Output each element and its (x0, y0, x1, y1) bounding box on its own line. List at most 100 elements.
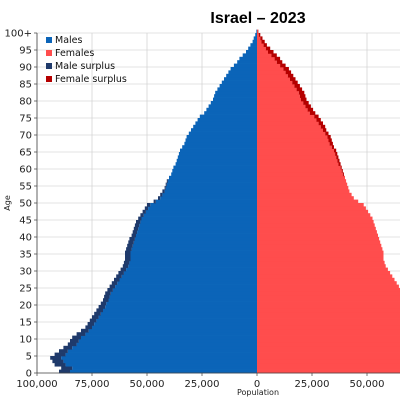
male-surplus-bar (52, 359, 64, 364)
male-bar (100, 311, 257, 316)
female-bar (257, 277, 395, 282)
male-bar (115, 284, 257, 289)
female-surplus-bar (280, 63, 286, 68)
female-bar (257, 107, 308, 112)
female-bar (257, 43, 264, 47)
female-bar (257, 155, 337, 160)
female-bar (257, 257, 384, 262)
male-bar (110, 291, 257, 296)
x-tick-label: 100,000 (16, 379, 57, 390)
male-bar (81, 335, 257, 340)
female-surplus-bar (303, 101, 309, 105)
male-bar (145, 209, 257, 214)
legend-label: Female surplus (55, 74, 127, 85)
male-bar (63, 359, 258, 364)
female-bar (257, 33, 259, 37)
female-bar (257, 67, 284, 71)
female-bar (257, 209, 369, 214)
male-bar (98, 315, 257, 319)
female-bar (257, 97, 301, 102)
male-surplus-bar (87, 322, 95, 326)
y-tick-label: 100+ (5, 29, 32, 40)
y-tick-label: 45 (19, 216, 32, 227)
female-bar (257, 148, 334, 153)
male-bar (255, 33, 257, 37)
male-bar (185, 138, 257, 143)
male-surplus-bar (133, 226, 139, 231)
male-bar (133, 240, 257, 245)
male-bar (121, 274, 257, 279)
female-bar (257, 182, 348, 187)
male-bar (136, 233, 257, 238)
male-bar (180, 148, 257, 153)
male-surplus-bar (50, 356, 62, 360)
female-surplus-bar (283, 67, 289, 71)
male-bar (252, 39, 257, 44)
male-surplus-bar (129, 237, 135, 241)
male-bar (171, 172, 257, 177)
male-surplus-bar (61, 366, 73, 370)
male-bar (210, 101, 257, 105)
female-bar (257, 281, 397, 285)
male-bar (76, 342, 257, 347)
male-bar (130, 250, 257, 255)
male-bar (172, 169, 257, 173)
male-surplus-bar (128, 240, 134, 245)
y-tick-label: 40 (19, 233, 32, 244)
female-bar (257, 80, 293, 85)
female-surplus-bar (271, 53, 277, 58)
legend-label: Male surplus (55, 61, 115, 72)
male-bar (199, 114, 257, 119)
male-bar (132, 243, 257, 248)
male-bar (139, 223, 257, 228)
female-bar (257, 237, 380, 241)
male-bar (215, 90, 257, 95)
male-bar (256, 29, 257, 34)
male-surplus-bar (122, 264, 129, 268)
male-bar (138, 226, 257, 231)
female-surplus-bar (285, 70, 292, 75)
male-bar (128, 264, 257, 268)
male-surplus-bar (147, 203, 151, 207)
female-bar (257, 288, 400, 292)
female-bar (257, 274, 393, 279)
female-surplus-bar (336, 155, 339, 160)
y-tick-label: 50 (19, 199, 32, 210)
male-bar (108, 298, 257, 302)
female-bar (257, 301, 400, 306)
male-bar (164, 189, 257, 194)
male-bar (70, 369, 257, 374)
male-surplus-bar (116, 274, 122, 279)
female-bar (257, 318, 400, 323)
y-tick-label: 60 (19, 165, 32, 176)
female-surplus-bar (307, 107, 314, 112)
male-bar (239, 56, 257, 61)
male-bar (197, 118, 257, 122)
male-bar (131, 247, 257, 251)
female-surplus-bar (328, 138, 332, 143)
male-surplus-bar (67, 342, 77, 347)
bars-layer (50, 29, 400, 374)
y-tick-label: 75 (19, 114, 32, 125)
male-surplus-bar (81, 328, 89, 333)
female-surplus-bar (340, 165, 342, 170)
male-bar (126, 267, 257, 272)
female-bar (257, 203, 364, 207)
female-bar (257, 162, 339, 166)
female-bar (257, 179, 347, 183)
female-bar (257, 141, 330, 146)
female-surplus-bar (327, 135, 331, 139)
female-bar (257, 29, 258, 34)
male-surplus-bar (140, 213, 144, 217)
male-bar (112, 288, 258, 292)
female-bar (257, 267, 388, 272)
male-surplus-bar (85, 325, 92, 330)
female-bar (257, 352, 400, 357)
male-surplus-bar (114, 277, 120, 282)
male-bar (165, 186, 257, 190)
legend-swatch (46, 76, 52, 82)
male-surplus-bar (54, 352, 66, 357)
male-bar (61, 356, 258, 360)
female-bar (257, 332, 400, 336)
x-tick-label: 50,000 (130, 379, 165, 390)
